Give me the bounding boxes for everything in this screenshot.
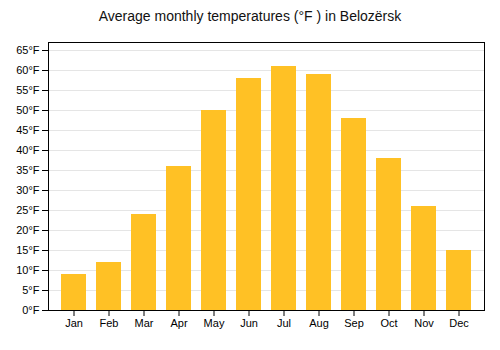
html-text:Average monthly temperatures (: Average monthly temperatures (°F ) in Be… [98,8,402,24]
svg-text:Jul: Jul [277,317,291,329]
svg-text:45°F: 45°F [16,124,40,136]
svg-text:Jan: Jan [65,317,83,329]
svg-text:Oct: Oct [380,317,397,329]
svg-text:Aug: Aug [309,317,329,329]
svg-text:55°F: 55°F [16,84,40,96]
svg-text:30°F: 30°F [16,184,40,196]
svg-text:40°F: 40°F [16,144,40,156]
svg-text:60°F: 60°F [16,64,40,76]
svg-text:25°F: 25°F [16,204,40,216]
svg-text:35°F: 35°F [16,164,40,176]
svg-text:15°F: 15°F [16,244,40,256]
svg-text:Jun: Jun [240,317,258,329]
svg-text:Apr: Apr [170,317,187,329]
svg-text:65°F: 65°F [16,44,40,56]
svg-text:50°F: 50°F [16,104,40,116]
svg-text:Sep: Sep [344,317,364,329]
svg-text:10°F: 10°F [16,264,40,276]
svg-text:20°F: 20°F [16,224,40,236]
svg-text:0°F: 0°F [22,304,40,316]
svg-text:Feb: Feb [100,317,119,329]
svg-text:5°F: 5°F [22,284,40,296]
svg-text:Mar: Mar [135,317,154,329]
svg-text:Dec: Dec [449,317,469,329]
svg-text:Nov: Nov [414,317,434,329]
svg-text:May: May [204,317,225,329]
